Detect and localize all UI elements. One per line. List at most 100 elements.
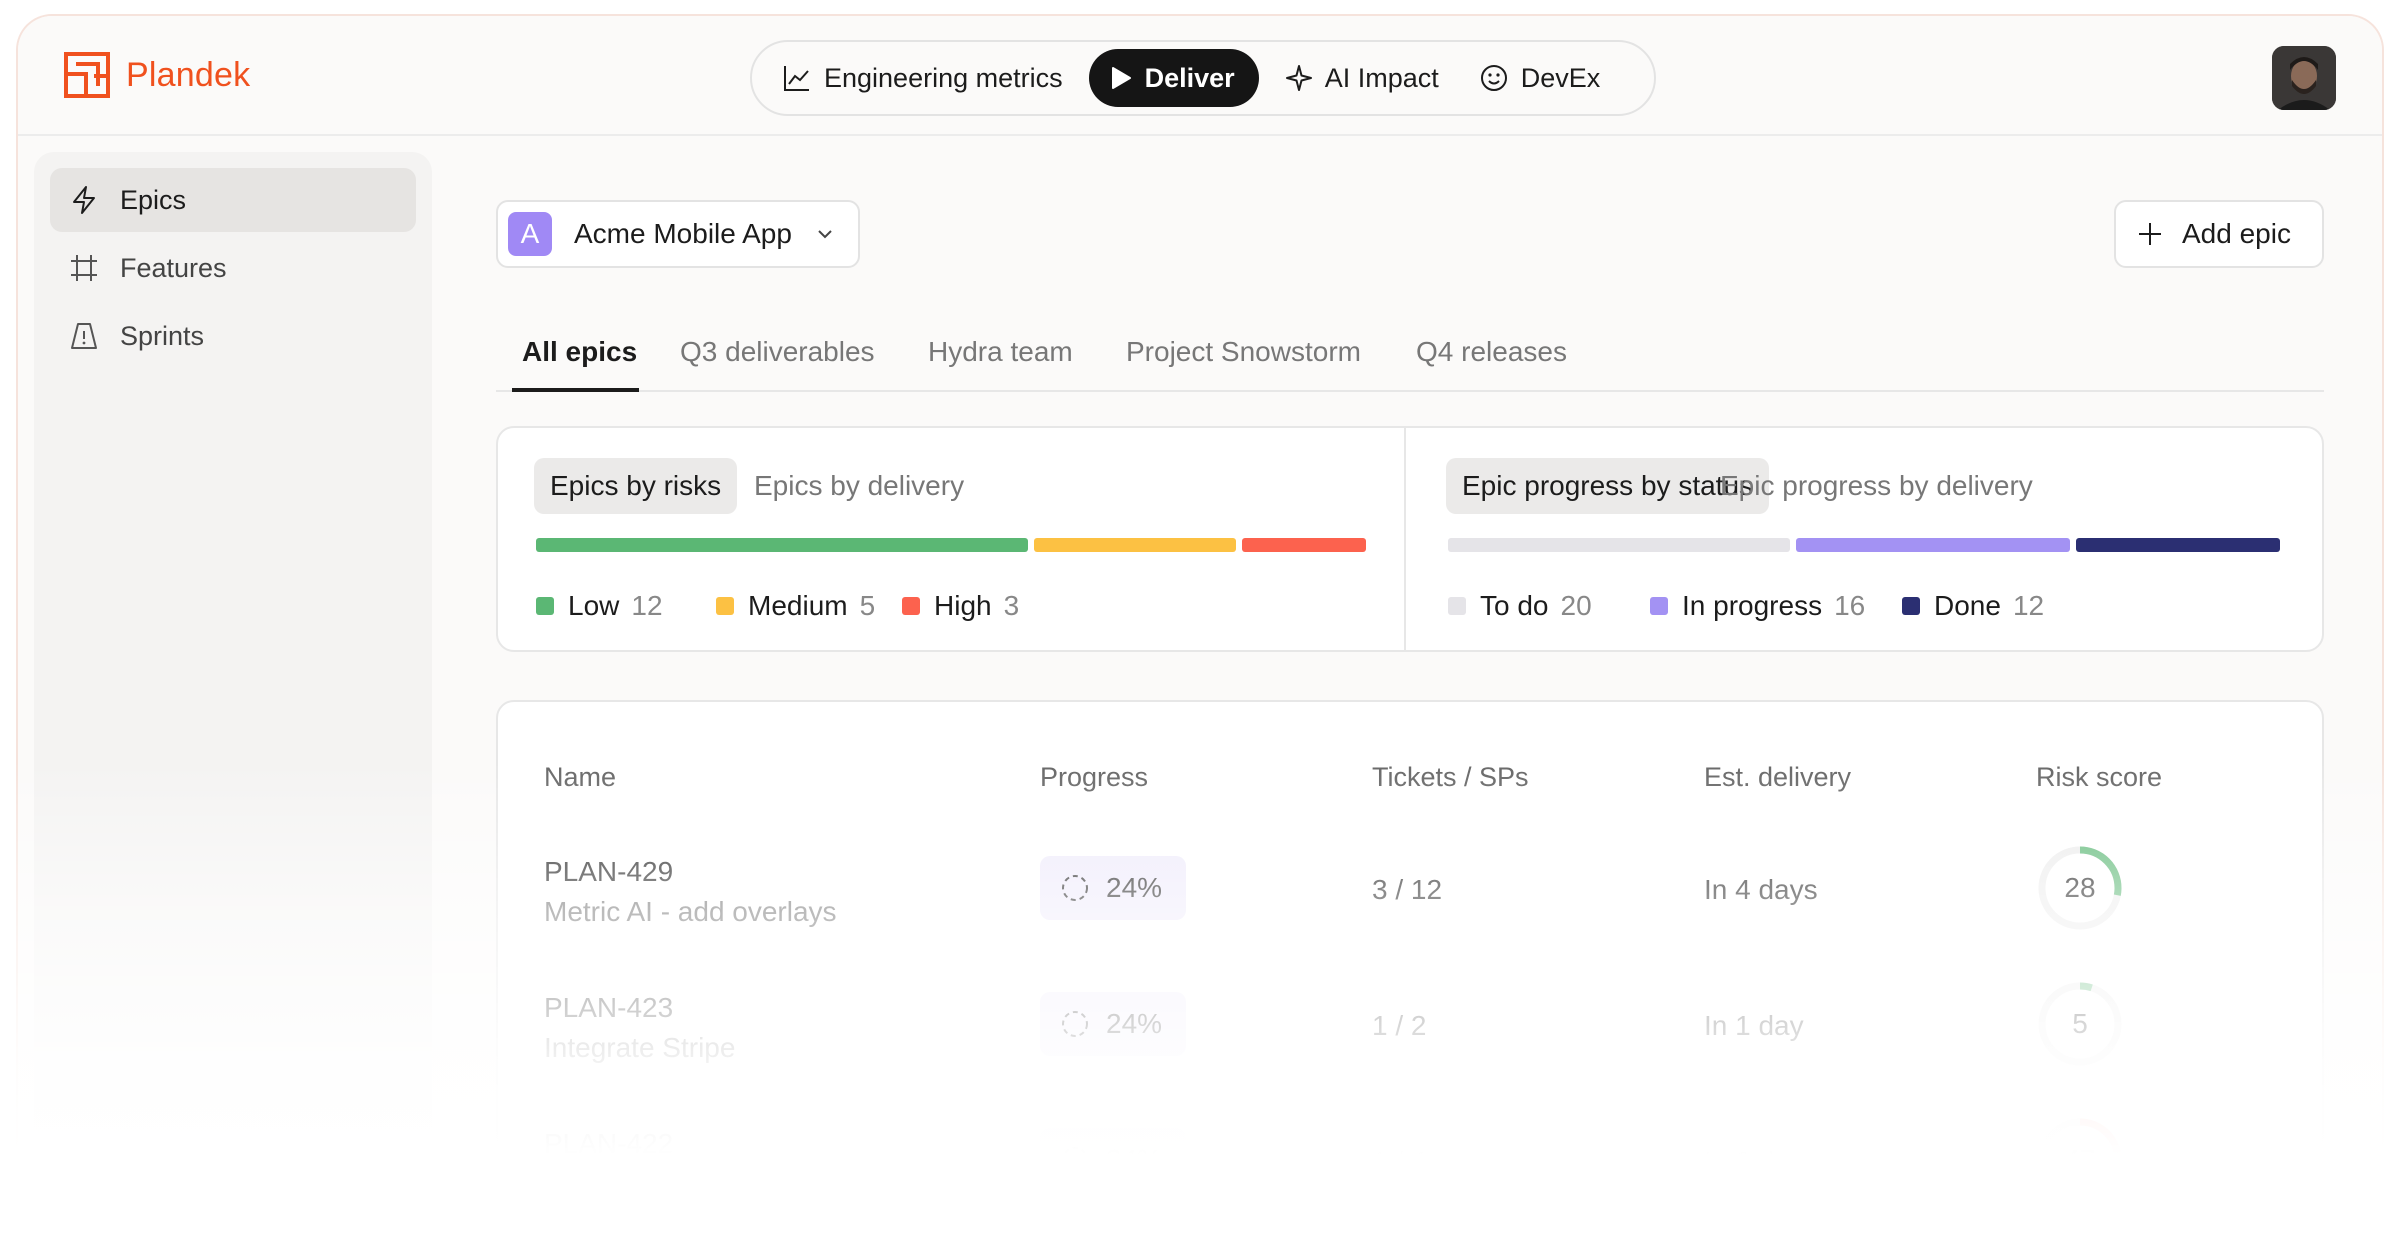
app-window: Plandek Engineering metrics Deliver AI I… — [16, 14, 2384, 1254]
nav-label: AI Impact — [1324, 62, 1439, 93]
epic-tabs: All epics Q3 deliverables Hydra team Pro… — [496, 316, 2324, 392]
status-bar-done — [2076, 538, 2280, 552]
legend-count: 12 — [2012, 590, 2045, 621]
legend-low: Low 12 — [536, 590, 663, 622]
progress-badge: 24% — [1040, 992, 1186, 1056]
project-select[interactable]: A Acme Mobile App — [496, 200, 860, 268]
progress-value: 24% — [1106, 1008, 1163, 1039]
nav-engineering-metrics[interactable]: Engineering metrics — [762, 49, 1083, 107]
user-avatar[interactable] — [2272, 46, 2336, 110]
toggle-progress-by-delivery[interactable]: Epic progress by delivery — [1720, 470, 2033, 501]
epic-id[interactable]: PLAN-429 — [544, 856, 674, 887]
lightning-icon — [73, 186, 95, 214]
epic-name: Metric AI - add overlays — [544, 896, 837, 927]
risk-bar-low — [536, 538, 1028, 552]
nav-ai-impact[interactable]: AI Impact — [1265, 49, 1459, 107]
status-bar-todo — [1448, 538, 1790, 552]
tickets-value: 1 / 2 — [1372, 1010, 1427, 1041]
table-row[interactable]: PLAN-429 Metric AI - add overlays 24% 3 … — [498, 846, 2322, 992]
epic-id[interactable]: PLAN-423 — [544, 992, 674, 1023]
legend-swatch — [716, 597, 734, 615]
table-row[interactable]: PLAN-423 Integrate Stripe 24% 1 / 2 In 1… — [498, 982, 2322, 1128]
sidebar-item-features[interactable]: Features — [50, 236, 416, 300]
risk-score-ring: 47 — [2036, 1116, 2124, 1204]
sidebar-item-label: Epics — [120, 184, 187, 215]
epics-table: Name Progress Tickets / SPs Est. deliver… — [496, 700, 2324, 1254]
risk-score-ring: 5 — [2036, 980, 2124, 1068]
risk-score-value: 5 — [2072, 1008, 2088, 1039]
summary-card: Epics by risks Epics by delivery Low 12 … — [496, 426, 2324, 652]
legend-label: Low — [568, 590, 620, 621]
toggle-epics-by-delivery[interactable]: Epics by delivery — [754, 470, 965, 501]
project-name: Acme Mobile App — [574, 218, 792, 249]
epic-id[interactable]: PLAN-422 — [544, 1128, 674, 1159]
nav-label: Engineering metrics — [824, 62, 1063, 93]
tickets-value: 3 / 12 — [1372, 874, 1443, 905]
nav-label: Deliver — [1144, 62, 1235, 93]
play-icon — [1111, 67, 1131, 89]
epic-name: Duplicate line items — [544, 1168, 787, 1199]
risk-bar-high — [1242, 538, 1366, 552]
legend-high: High 3 — [902, 590, 1019, 622]
epic-name: Integrate Stripe — [544, 1032, 736, 1063]
tab-q3-deliverables[interactable]: Q3 deliverables — [680, 336, 875, 367]
logo[interactable]: Plandek — [62, 50, 250, 100]
nav-devex[interactable]: DevEx — [1459, 49, 1621, 107]
top-nav: Engineering metrics Deliver AI Impact De… — [750, 40, 1656, 116]
legend-swatch — [1448, 597, 1466, 615]
add-epic-label: Add epic — [2182, 218, 2291, 249]
tickets-value: 1 / 4 — [1372, 1146, 1427, 1177]
progress-badge: 24% — [1040, 856, 1186, 920]
nav-deliver[interactable]: Deliver — [1088, 49, 1259, 107]
sidebar-item-label: Sprints — [120, 320, 205, 351]
column-header-risk[interactable]: Risk score — [2036, 762, 2163, 792]
delivery-value: In 6 days — [1704, 1146, 1818, 1177]
table-row[interactable]: PLAN-422 Duplicate line items 24% 1 / 4 … — [498, 1118, 2322, 1254]
column-header-progress[interactable]: Progress — [1040, 762, 1149, 792]
tab-q4-releases[interactable]: Q4 releases — [1416, 336, 1567, 367]
progress-spinner-icon — [1062, 1147, 1088, 1173]
legend-label: To do — [1480, 590, 1549, 621]
legend-swatch — [1650, 597, 1668, 615]
smiley-icon — [1480, 65, 1507, 91]
legend-count: 3 — [1003, 590, 1020, 621]
sidebar-item-epics[interactable]: Epics — [50, 168, 416, 232]
toggle-epics-by-risks[interactable]: Epics by risks — [534, 458, 738, 514]
column-header-tickets[interactable]: Tickets / SPs — [1372, 762, 1529, 792]
legend-count: 12 — [631, 590, 663, 621]
frame-icon — [71, 255, 97, 281]
tab-all-epics[interactable]: All epics — [522, 336, 638, 367]
top-bar: Plandek Engineering metrics Deliver AI I… — [18, 16, 2382, 136]
legend-done: Done 12 — [1902, 590, 2044, 622]
legend-count: 5 — [859, 590, 876, 621]
progress-spinner-icon — [1062, 1011, 1088, 1037]
progress-badge: 24% — [1040, 1128, 1186, 1192]
risk-score-ring: 28 — [2036, 844, 2124, 932]
legend-count: 16 — [1834, 590, 1866, 621]
project-badge: A — [508, 212, 552, 256]
legend-medium: Medium 5 — [716, 590, 875, 622]
legend-label: Medium — [748, 590, 848, 621]
sidebar: Epics Features Sprints — [34, 152, 432, 1254]
progress-spinner-icon — [1062, 875, 1088, 901]
add-epic-button[interactable]: Add epic — [2114, 200, 2324, 268]
legend-swatch — [1902, 597, 1920, 615]
legend-todo: To do 20 — [1448, 590, 1592, 622]
status-bar-in-progress — [1796, 538, 2070, 552]
sidebar-item-label: Features — [120, 252, 227, 283]
progress-value: 24% — [1106, 1144, 1163, 1175]
column-header-name[interactable]: Name — [544, 762, 617, 792]
risk-score-value: 28 — [2064, 872, 2096, 903]
legend-count: 20 — [1560, 590, 1592, 621]
avatar-image — [2272, 46, 2336, 110]
delivery-value: In 1 day — [1704, 1010, 1804, 1041]
tab-hydra-team[interactable]: Hydra team — [928, 336, 1073, 367]
sidebar-item-sprints[interactable]: Sprints — [50, 304, 416, 368]
sprint-icon — [71, 323, 97, 349]
tab-project-snowstorm[interactable]: Project Snowstorm — [1126, 336, 1361, 367]
plus-icon — [2139, 223, 2161, 245]
legend-label: Done — [1934, 590, 2001, 621]
toggle-progress-by-status[interactable]: Epic progress by status — [1446, 458, 1770, 514]
chevron-down-icon — [818, 230, 832, 239]
column-header-delivery[interactable]: Est. delivery — [1704, 762, 1852, 792]
